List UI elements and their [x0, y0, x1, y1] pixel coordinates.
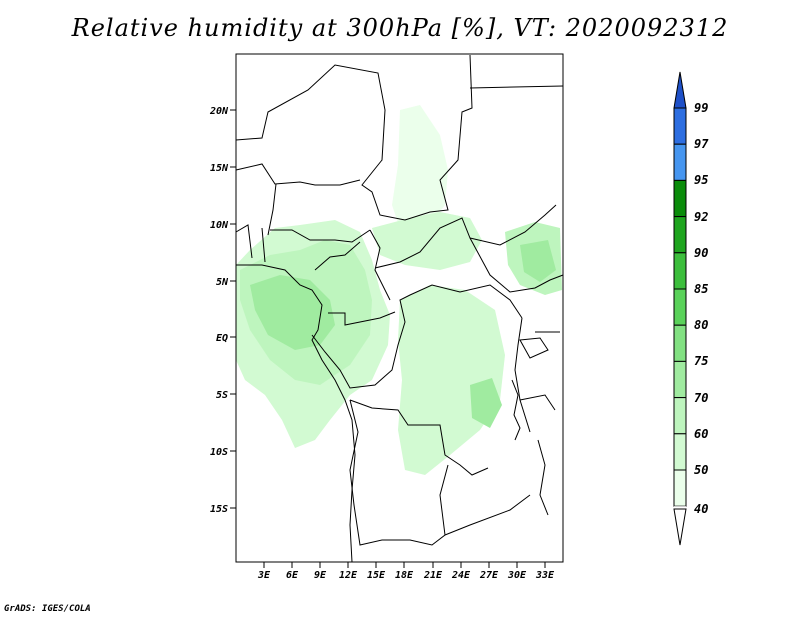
colorbar-swatch: [673, 469, 687, 507]
colorbar-swatch: [673, 179, 687, 218]
lon-label: 30E: [507, 570, 527, 581]
lon-label: 33E: [535, 570, 555, 581]
humidity-region-south-core: [470, 378, 502, 428]
humidity-region-north: [392, 105, 448, 235]
colorbar-label: 75: [694, 354, 708, 368]
colorbar-swatch: [673, 107, 687, 145]
colorbar-swatch: [673, 288, 687, 326]
colorbar-label: 99: [694, 101, 708, 115]
humidity-shading: [236, 105, 562, 475]
humidity-region-central: [372, 212, 482, 270]
lon-axis: 3E 6E 9E 12E 15E 18E 21E 24E 27E 30E 33E: [257, 562, 555, 581]
lon-label: 21E: [423, 570, 443, 581]
colorbar-label: 95: [694, 173, 708, 187]
lon-label: 18E: [395, 570, 414, 581]
lon-label: 12E: [339, 570, 358, 581]
lon-label: 3E: [257, 570, 271, 581]
colorbar-swatch: [673, 324, 687, 362]
colorbar-swatch: [673, 143, 687, 181]
lon-label: 6E: [286, 570, 299, 581]
colorbar-swatch: [673, 252, 687, 290]
colorbar-label: 50: [694, 463, 708, 477]
colorbar-label: 60: [694, 427, 708, 441]
colorbar-swatch: [673, 216, 687, 254]
map-title: Relative humidity at 300hPa [%], VT: 202…: [71, 14, 729, 42]
map-frame: [235, 53, 564, 563]
lat-axis: 20N 15N 10N 5N EQ 5S 10S 15S: [209, 106, 236, 515]
colorbar-label: 40: [694, 502, 708, 516]
lakes: [511, 337, 549, 516]
lat-label: EQ: [216, 333, 228, 344]
lat-label: 10N: [210, 220, 229, 231]
colorbar-label: 80: [694, 318, 708, 332]
lon-label: 15E: [367, 570, 386, 581]
lat-label: 5S: [216, 390, 228, 401]
humidity-region-south: [398, 285, 505, 475]
colorbar-label: 92: [694, 210, 708, 224]
lat-label: 20N: [209, 106, 229, 117]
colorbar-top-arrow: [673, 71, 687, 109]
colorbar-swatch: [674, 506, 686, 508]
colorbar-bottom-arrow: [673, 508, 687, 546]
colorbar-label: 97: [694, 137, 709, 151]
colorbar-label: 85: [694, 282, 708, 296]
lat-label: 5N: [216, 277, 229, 288]
grads-credit: GrADS: IGES/COLA: [4, 604, 91, 614]
colorbar-label: 70: [694, 391, 708, 405]
colorbar-swatch: [673, 397, 687, 435]
lat-label: 15S: [210, 504, 228, 515]
country-borders: [235, 54, 564, 546]
lon-label: 24E: [451, 570, 471, 581]
coastline: [236, 264, 356, 563]
colorbar-swatch: [673, 360, 687, 399]
lon-label: 27E: [479, 570, 499, 581]
lat-label: 15N: [210, 163, 229, 174]
lon-label: 9E: [314, 570, 327, 581]
humidity-region-west-core: [250, 275, 335, 350]
lat-label: 10S: [210, 447, 228, 458]
humidity-region-east-core: [520, 240, 556, 282]
colorbar-swatch: [673, 433, 687, 471]
colorbar-label: 90: [694, 246, 708, 260]
colorbar: 99 97 95 92 90 85 80 75 70 60 50 40: [673, 71, 709, 546]
